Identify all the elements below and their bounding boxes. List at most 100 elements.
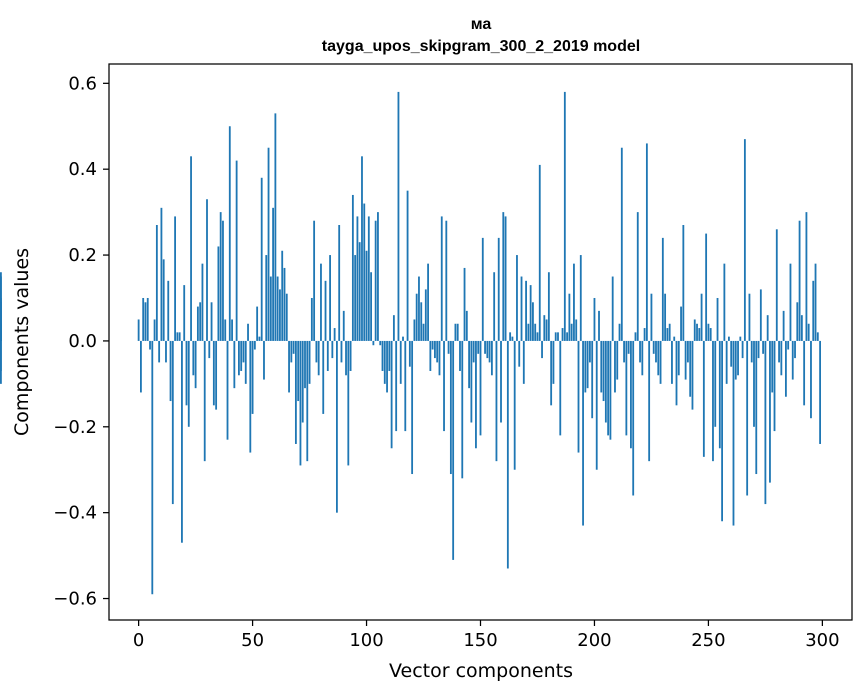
bar-46 — [242, 340, 245, 363]
bar-39 — [226, 340, 229, 440]
bar-287 — [791, 340, 794, 380]
bar-13 — [167, 280, 170, 341]
bar-60 — [274, 113, 277, 341]
bar-75 — [308, 340, 311, 384]
bar-9 — [158, 340, 161, 363]
bar-248 — [702, 340, 705, 457]
bar-114 — [397, 91, 400, 341]
bar-151 — [481, 237, 484, 341]
bar-101 — [367, 216, 370, 341]
bar-267 — [746, 340, 749, 496]
bar-91 — [345, 340, 347, 376]
bar-44 — [238, 340, 240, 376]
bar-15 — [171, 340, 174, 505]
bar-258 — [725, 340, 728, 384]
bar-189 — [568, 293, 571, 341]
bar-95 — [354, 255, 357, 341]
bar-191 — [573, 263, 575, 341]
bar-106 — [379, 340, 382, 346]
bar-87 — [336, 340, 338, 513]
bar-265 — [741, 340, 744, 359]
y-axis-label: Components values — [11, 248, 33, 436]
x-axis-label: Vector components — [389, 660, 573, 682]
bar-283 — [782, 310, 785, 341]
bar-128 — [429, 340, 432, 371]
bar-173 — [532, 302, 534, 341]
bar-169 — [522, 340, 525, 384]
bar-52 — [256, 306, 259, 341]
bar-299 — [819, 340, 821, 444]
bar-222 — [643, 328, 646, 341]
bar-270 — [753, 340, 755, 427]
bar-88 — [338, 225, 341, 341]
bar-149 — [477, 340, 480, 354]
bar-264 — [739, 336, 742, 341]
bar-280 — [775, 229, 778, 341]
bar-225 — [650, 293, 653, 341]
bar-269 — [750, 340, 753, 363]
bar-7 — [153, 319, 156, 341]
bar-125 — [422, 323, 425, 341]
bar-81 — [322, 340, 325, 414]
bar-266 — [743, 139, 746, 341]
bar-122 — [415, 293, 418, 341]
bar-290 — [798, 220, 801, 341]
bar-78 — [315, 340, 318, 363]
bar-238 — [680, 306, 682, 341]
bar-178 — [543, 315, 546, 341]
bar-41 — [231, 319, 233, 341]
bar-123 — [418, 276, 420, 341]
bar-256 — [721, 340, 723, 522]
bar-187 — [563, 91, 566, 341]
bar-201 — [595, 340, 598, 470]
bar-253 — [714, 340, 717, 427]
bar-19 — [181, 340, 183, 543]
bar-34 — [215, 340, 218, 410]
bar-254 — [716, 297, 719, 341]
bar-244 — [693, 319, 696, 341]
bar-206 — [607, 340, 610, 436]
bar-58 — [269, 276, 272, 341]
bar-86 — [333, 328, 336, 341]
bar-240 — [684, 340, 687, 380]
bar-277 — [769, 340, 771, 483]
bar-99 — [363, 203, 366, 341]
bar-241 — [686, 340, 689, 363]
bars-group — [0, 91, 821, 595]
bar-80 — [320, 263, 322, 341]
bar-103 — [372, 340, 375, 346]
bar-24 — [192, 340, 195, 376]
bar-163 — [509, 332, 512, 341]
chart-title: ма — [471, 16, 492, 33]
bar-294 — [807, 323, 810, 341]
bar-79 — [317, 340, 320, 376]
bar-211 — [618, 323, 621, 341]
bar-42 — [233, 340, 236, 389]
bar-288 — [794, 340, 796, 359]
bar-73 — [304, 340, 306, 389]
bar-188 — [566, 332, 569, 341]
bar-286 — [789, 263, 792, 341]
bar-1 — [140, 340, 142, 393]
bar-285 — [787, 340, 790, 350]
bar-131 — [436, 340, 439, 363]
bar-40 — [228, 126, 231, 341]
bar-98 — [361, 156, 363, 341]
bar-38 — [224, 319, 227, 341]
bar-180 — [547, 272, 550, 341]
bar-27 — [199, 302, 202, 341]
bar-5 — [149, 340, 151, 350]
bar-84 — [329, 255, 331, 341]
bar-17 — [176, 332, 179, 341]
bar-171 — [527, 323, 530, 341]
bar-74 — [306, 340, 309, 462]
bar-239 — [682, 225, 685, 341]
bar-57 — [267, 147, 270, 341]
bar-104 — [374, 220, 377, 341]
bar-215 — [627, 340, 630, 354]
bar-162 — [506, 340, 509, 569]
bar-68 — [292, 340, 295, 354]
bar-156 — [493, 272, 496, 341]
bar-216 — [630, 340, 632, 449]
bar-50 — [251, 340, 254, 414]
